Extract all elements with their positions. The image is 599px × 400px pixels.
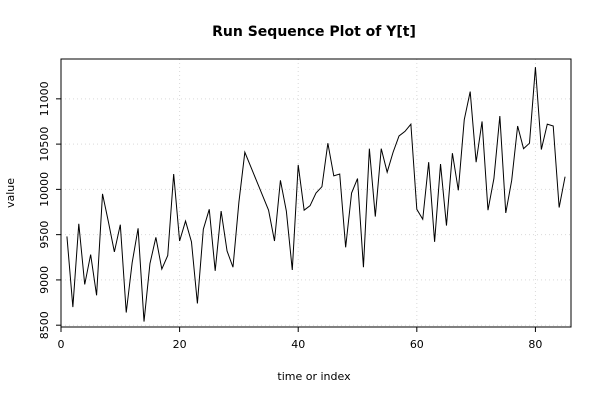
y-tick-label: 10500 <box>38 127 51 162</box>
x-axis-label: time or index <box>277 370 351 383</box>
y-tick-label: 11000 <box>38 81 51 116</box>
y-tick-label: 9500 <box>38 221 51 249</box>
axes: 0 20 40 60 80 8500 9000 9500 10000 10500 11000 <box>38 81 542 351</box>
x-tick-label: 40 <box>291 338 305 351</box>
y-axis-label: value <box>4 178 17 208</box>
plot-area <box>60 58 572 328</box>
grid <box>60 59 571 327</box>
x-tick-label: 0 <box>58 338 65 351</box>
x-tick-label: 60 <box>410 338 424 351</box>
chart-title: Run Sequence Plot of Y[t] <box>212 24 416 40</box>
x-tick-label: 20 <box>173 338 187 351</box>
series-line <box>66 67 566 322</box>
x-tick-label: 80 <box>528 338 542 351</box>
y-tick-label: 8500 <box>38 311 51 339</box>
y-tick-label: 9000 <box>38 266 51 294</box>
y-tick-label: 10000 <box>38 172 51 207</box>
